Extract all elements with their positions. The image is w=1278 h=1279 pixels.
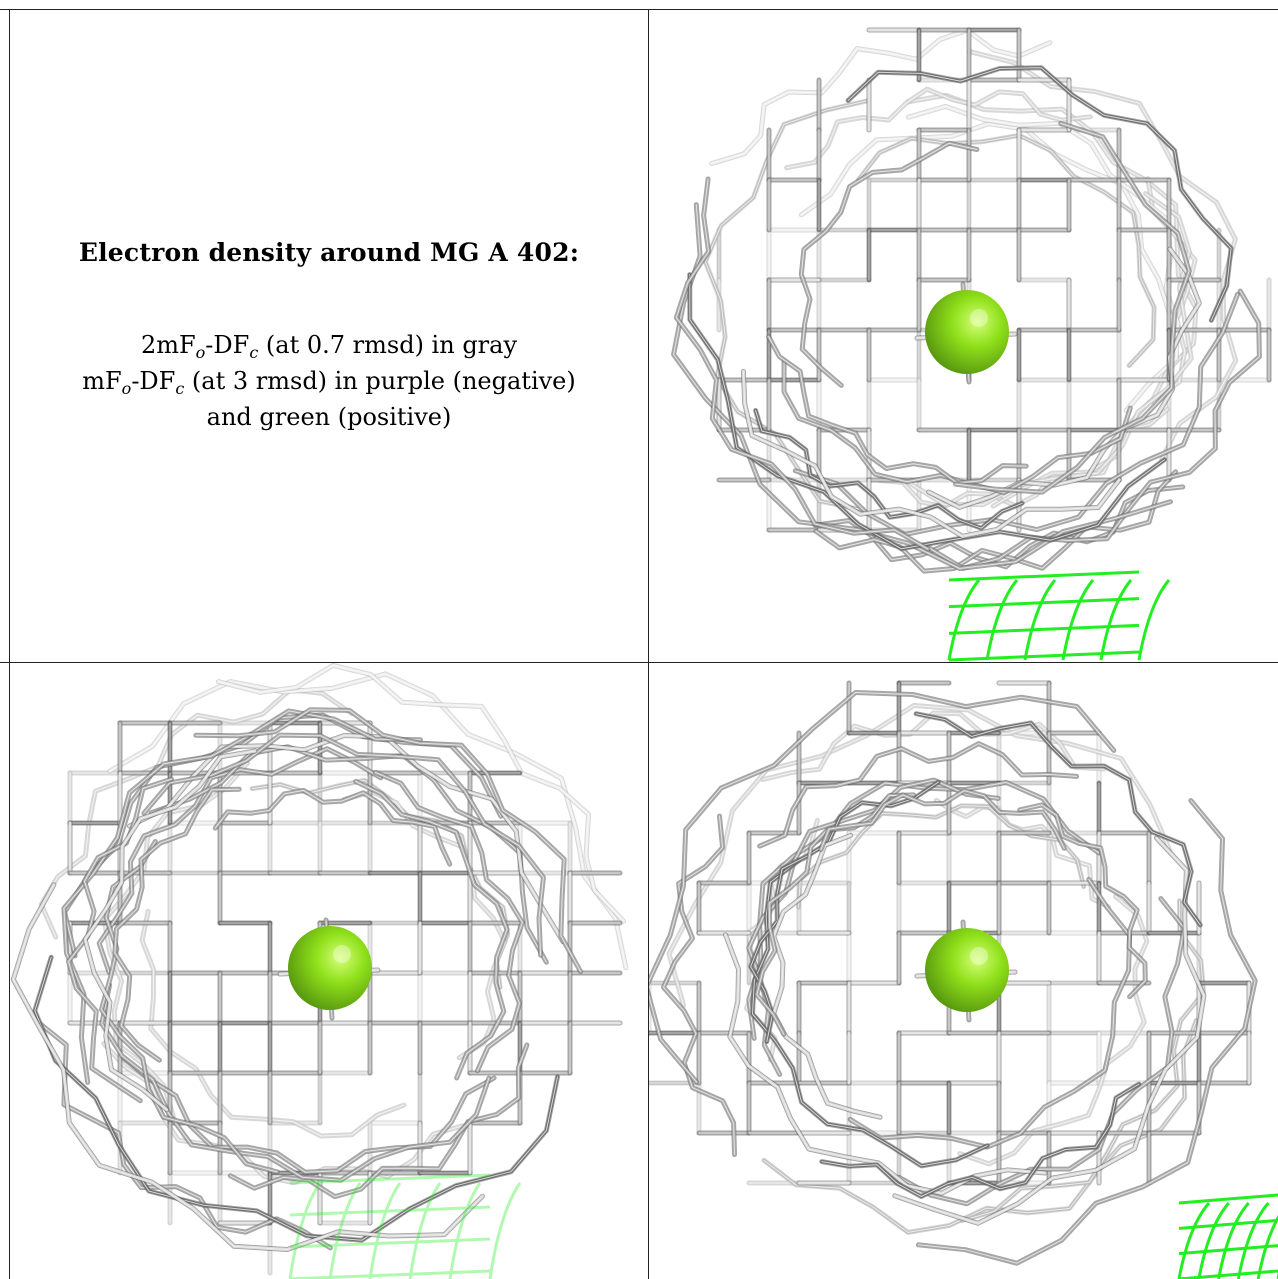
map-2-legend: mFo-DFc (at 3 rmsd) in purple (negative) [82, 363, 576, 399]
map-2-legend-cont: and green (positive) [206, 402, 452, 431]
caption-title: Electron density around MG A 402: [78, 237, 580, 267]
positive-density-mesh [947, 570, 1171, 662]
density-panel-top-right [649, 10, 1278, 662]
map-1-legend: 2mFo-DFc (at 0.7 rmsd) in gray [141, 327, 517, 363]
density-panel-bottom-right [649, 663, 1278, 1279]
positive-density-mesh [1177, 1193, 1278, 1279]
mesh-front-layer [10, 707, 623, 1252]
density-mesh-view-1 [671, 27, 1272, 662]
map-2-sub-c: c [175, 378, 185, 398]
mesh-front-layer [671, 27, 1272, 574]
mg-ion-sphere [925, 928, 1009, 1012]
density-panel-bottom-left [10, 663, 648, 1279]
top-border [0, 9, 1278, 10]
mg-ion-sphere [925, 290, 1009, 374]
left-border [9, 9, 10, 1279]
map-1-name: 2mF [140, 330, 196, 359]
map-1-sub-c: c [249, 342, 259, 362]
map-1-desc: (at 0.7 rmsd) in gray [258, 330, 518, 359]
caption-cell: Electron density around MG A 402: 2mFo-D… [10, 10, 648, 662]
positive-density-mesh [288, 1173, 522, 1279]
map-1-sub-o: o [195, 342, 206, 362]
map-2-mid: -DF [131, 366, 176, 395]
map-2-name: mF [82, 366, 122, 395]
map-2-desc: (at 3 rmsd) in purple (negative) [184, 366, 576, 395]
middle-rule [0, 662, 1278, 663]
density-mesh-view-2 [10, 663, 629, 1279]
mesh-front-layer [649, 680, 1258, 1266]
map-1-mid: -DF [205, 330, 250, 359]
mg-ion-sphere [288, 926, 372, 1010]
center-rule [648, 9, 649, 1279]
density-mesh-view-3 [649, 680, 1278, 1279]
map-2-sub-o: o [121, 378, 132, 398]
